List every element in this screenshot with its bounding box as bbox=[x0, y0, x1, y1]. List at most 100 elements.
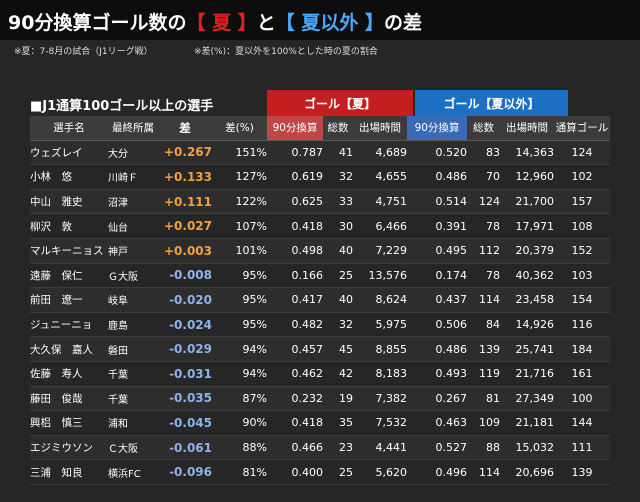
other-goals: 83 bbox=[467, 140, 500, 166]
title-mid: と bbox=[256, 12, 276, 34]
diff-pct: 81% bbox=[212, 459, 267, 485]
table-row[interactable]: 小林 悠川崎Ｆ +0.133 127% 0.619 32 4,655 0.486 70 12,9… bbox=[30, 164, 610, 190]
other-goals: 109 bbox=[467, 410, 500, 436]
other-goals: 112 bbox=[467, 238, 500, 264]
col-header-other-goals[interactable]: 総数 bbox=[467, 116, 500, 141]
other-minutes: 25,741 bbox=[500, 336, 554, 362]
summer-goals: 23 bbox=[323, 435, 353, 461]
diff-pct: 107% bbox=[212, 213, 267, 239]
stats-table: 選手名 最終所属 差 差(%) 90分換算 総数 出場時間 90分換算 総数 出… bbox=[30, 116, 610, 485]
other-per90: 0.495 bbox=[407, 238, 467, 264]
club-name: 神戸 bbox=[108, 238, 158, 264]
other-minutes: 12,960 bbox=[500, 164, 554, 190]
col-header-summer-per90[interactable]: 90分換算 bbox=[267, 116, 323, 141]
col-header-pct[interactable]: 差(%) bbox=[212, 116, 267, 141]
other-minutes: 14,363 bbox=[500, 140, 554, 166]
summer-per90: 0.166 bbox=[267, 263, 323, 289]
career-goals: 103 bbox=[554, 263, 610, 289]
summer-per90: 0.462 bbox=[267, 361, 323, 387]
col-header-club[interactable]: 最終所属 bbox=[108, 116, 158, 141]
summer-goals: 40 bbox=[323, 238, 353, 264]
player-name: 柳沢 敦 bbox=[30, 213, 108, 239]
other-minutes: 23,458 bbox=[500, 287, 554, 313]
club-name: 千葉 bbox=[108, 386, 158, 412]
other-minutes: 21,700 bbox=[500, 189, 554, 215]
table-row[interactable]: 中山 雅史 沼津 +0.111 122% 0.625 33 4,751 0.514 124 21,… bbox=[30, 189, 610, 215]
club-name: 川崎Ｆ bbox=[108, 164, 158, 190]
summer-minutes: 4,441 bbox=[353, 435, 407, 461]
summer-per90: 0.482 bbox=[267, 312, 323, 338]
other-per90: 0.527 bbox=[407, 435, 467, 461]
summer-per90: 0.418 bbox=[267, 213, 323, 239]
table-row[interactable]: ジュニーニョ 鹿島 -0.024 95% 0.482 32 5,975 0.506 84 14,9… bbox=[30, 312, 610, 338]
col-header-summer-minutes[interactable]: 出場時間 bbox=[353, 116, 407, 141]
diff-pct: 87% bbox=[212, 386, 267, 412]
summer-minutes: 4,655 bbox=[353, 164, 407, 190]
player-name: 佐藤 寿人 bbox=[30, 361, 108, 387]
career-goals: 102 bbox=[554, 164, 610, 190]
summer-per90: 0.619 bbox=[267, 164, 323, 190]
player-name: ウェズレイ bbox=[30, 140, 108, 166]
table-row[interactable]: マルキーニョス 神戸 +0.003 101% 0.498 40 7,229 0.495 112 2… bbox=[30, 238, 610, 264]
summer-group-header: ゴール【夏】 bbox=[269, 92, 411, 116]
table-row[interactable]: 遠藤 保仁 Ｇ大阪 -0.008 95% 0.166 25 13,576 0.174 78 40,… bbox=[30, 263, 610, 289]
col-header-other-per90[interactable]: 90分換算 bbox=[407, 116, 467, 141]
diff-value: -0.045 bbox=[158, 410, 212, 436]
title-other: 【 夏以外 】 bbox=[275, 12, 384, 34]
table-row[interactable]: エジミウソン Ｃ大阪 -0.061 88% 0.466 23 4,441 0.527 88 15,… bbox=[30, 435, 610, 461]
table-row[interactable]: ウェズレイ 大分 +0.267 151% 0.787 41 4,689 0.520 83 14,3… bbox=[30, 140, 610, 166]
other-goals: 78 bbox=[467, 213, 500, 239]
summer-goals: 33 bbox=[323, 189, 353, 215]
career-goals: 111 bbox=[554, 435, 610, 461]
title-prefix: 90分換算ゴール数の bbox=[8, 12, 187, 34]
col-header-name[interactable]: 選手名 bbox=[30, 116, 108, 141]
table-row[interactable]: 興梠 慎三 浦和 -0.045 90% 0.418 35 7,532 0.463 109 21,1… bbox=[30, 410, 610, 436]
other-minutes: 14,926 bbox=[500, 312, 554, 338]
diff-value: -0.024 bbox=[158, 312, 212, 338]
other-minutes: 21,181 bbox=[500, 410, 554, 436]
table-row[interactable]: 柳沢 敦仙台 +0.027 107% 0.418 30 6,466 0.391 78 17,97… bbox=[30, 213, 610, 239]
other-minutes: 17,971 bbox=[500, 213, 554, 239]
diff-pct: 127% bbox=[212, 164, 267, 190]
other-per90: 0.486 bbox=[407, 164, 467, 190]
career-goals: 161 bbox=[554, 361, 610, 387]
other-per90: 0.493 bbox=[407, 361, 467, 387]
col-header-summer-goals[interactable]: 総数 bbox=[323, 116, 353, 141]
other-goals: 119 bbox=[467, 361, 500, 387]
summer-per90: 0.457 bbox=[267, 336, 323, 362]
club-name: Ｇ大阪 bbox=[108, 263, 158, 289]
col-header-other-minutes[interactable]: 出場時間 bbox=[500, 116, 554, 141]
title-summer: 【 夏 】 bbox=[186, 12, 257, 34]
summer-goals: 30 bbox=[323, 213, 353, 239]
table-row[interactable]: 大久保 嘉人 磐田 -0.029 94% 0.457 45 8,855 0.486 139 25,… bbox=[30, 336, 610, 362]
summer-per90: 0.625 bbox=[267, 189, 323, 215]
summer-per90: 0.466 bbox=[267, 435, 323, 461]
player-name: 藤田 俊哉 bbox=[30, 386, 108, 412]
diff-value: -0.061 bbox=[158, 435, 212, 461]
club-name: 沼津 bbox=[108, 189, 158, 215]
other-per90: 0.174 bbox=[407, 263, 467, 289]
diff-pct: 151% bbox=[212, 140, 267, 166]
table-row[interactable]: 藤田 俊哉 千葉 -0.035 87% 0.232 19 7,382 0.267 81 27,34… bbox=[30, 386, 610, 412]
summer-goals: 25 bbox=[323, 459, 353, 485]
table-row[interactable]: 前田 遼一 岐阜 -0.020 95% 0.417 40 8,624 0.437 114 23,4… bbox=[30, 287, 610, 313]
summer-minutes: 5,975 bbox=[353, 312, 407, 338]
diff-pct: 95% bbox=[212, 312, 267, 338]
club-name: 仙台 bbox=[108, 213, 158, 239]
career-goals: 152 bbox=[554, 238, 610, 264]
summer-goals: 42 bbox=[323, 361, 353, 387]
summer-minutes: 7,532 bbox=[353, 410, 407, 436]
player-name: 興梠 慎三 bbox=[30, 410, 108, 436]
page-title: 90分換算ゴール数の【 夏 】と【 夏以外 】の差 bbox=[8, 8, 422, 35]
career-goals: 144 bbox=[554, 410, 610, 436]
col-header-career-goals[interactable]: 通算ゴール bbox=[554, 116, 610, 141]
table-body: ウェズレイ 大分 +0.267 151% 0.787 41 4,689 0.520 83 14,3… bbox=[30, 140, 610, 485]
other-goals: 114 bbox=[467, 459, 500, 485]
career-goals: 116 bbox=[554, 312, 610, 338]
other-per90: 0.496 bbox=[407, 459, 467, 485]
table-row[interactable]: 佐藤 寿人 千葉 -0.031 94% 0.462 42 8,183 0.493 119 21,7… bbox=[30, 361, 610, 387]
table-row[interactable]: 三浦 知良 横浜FC -0.096 81% 0.400 25 5,620 0.496 114 20… bbox=[30, 459, 610, 485]
col-header-diff[interactable]: 差 bbox=[158, 116, 212, 141]
summer-minutes: 8,624 bbox=[353, 287, 407, 313]
diff-value: -0.035 bbox=[158, 386, 212, 412]
